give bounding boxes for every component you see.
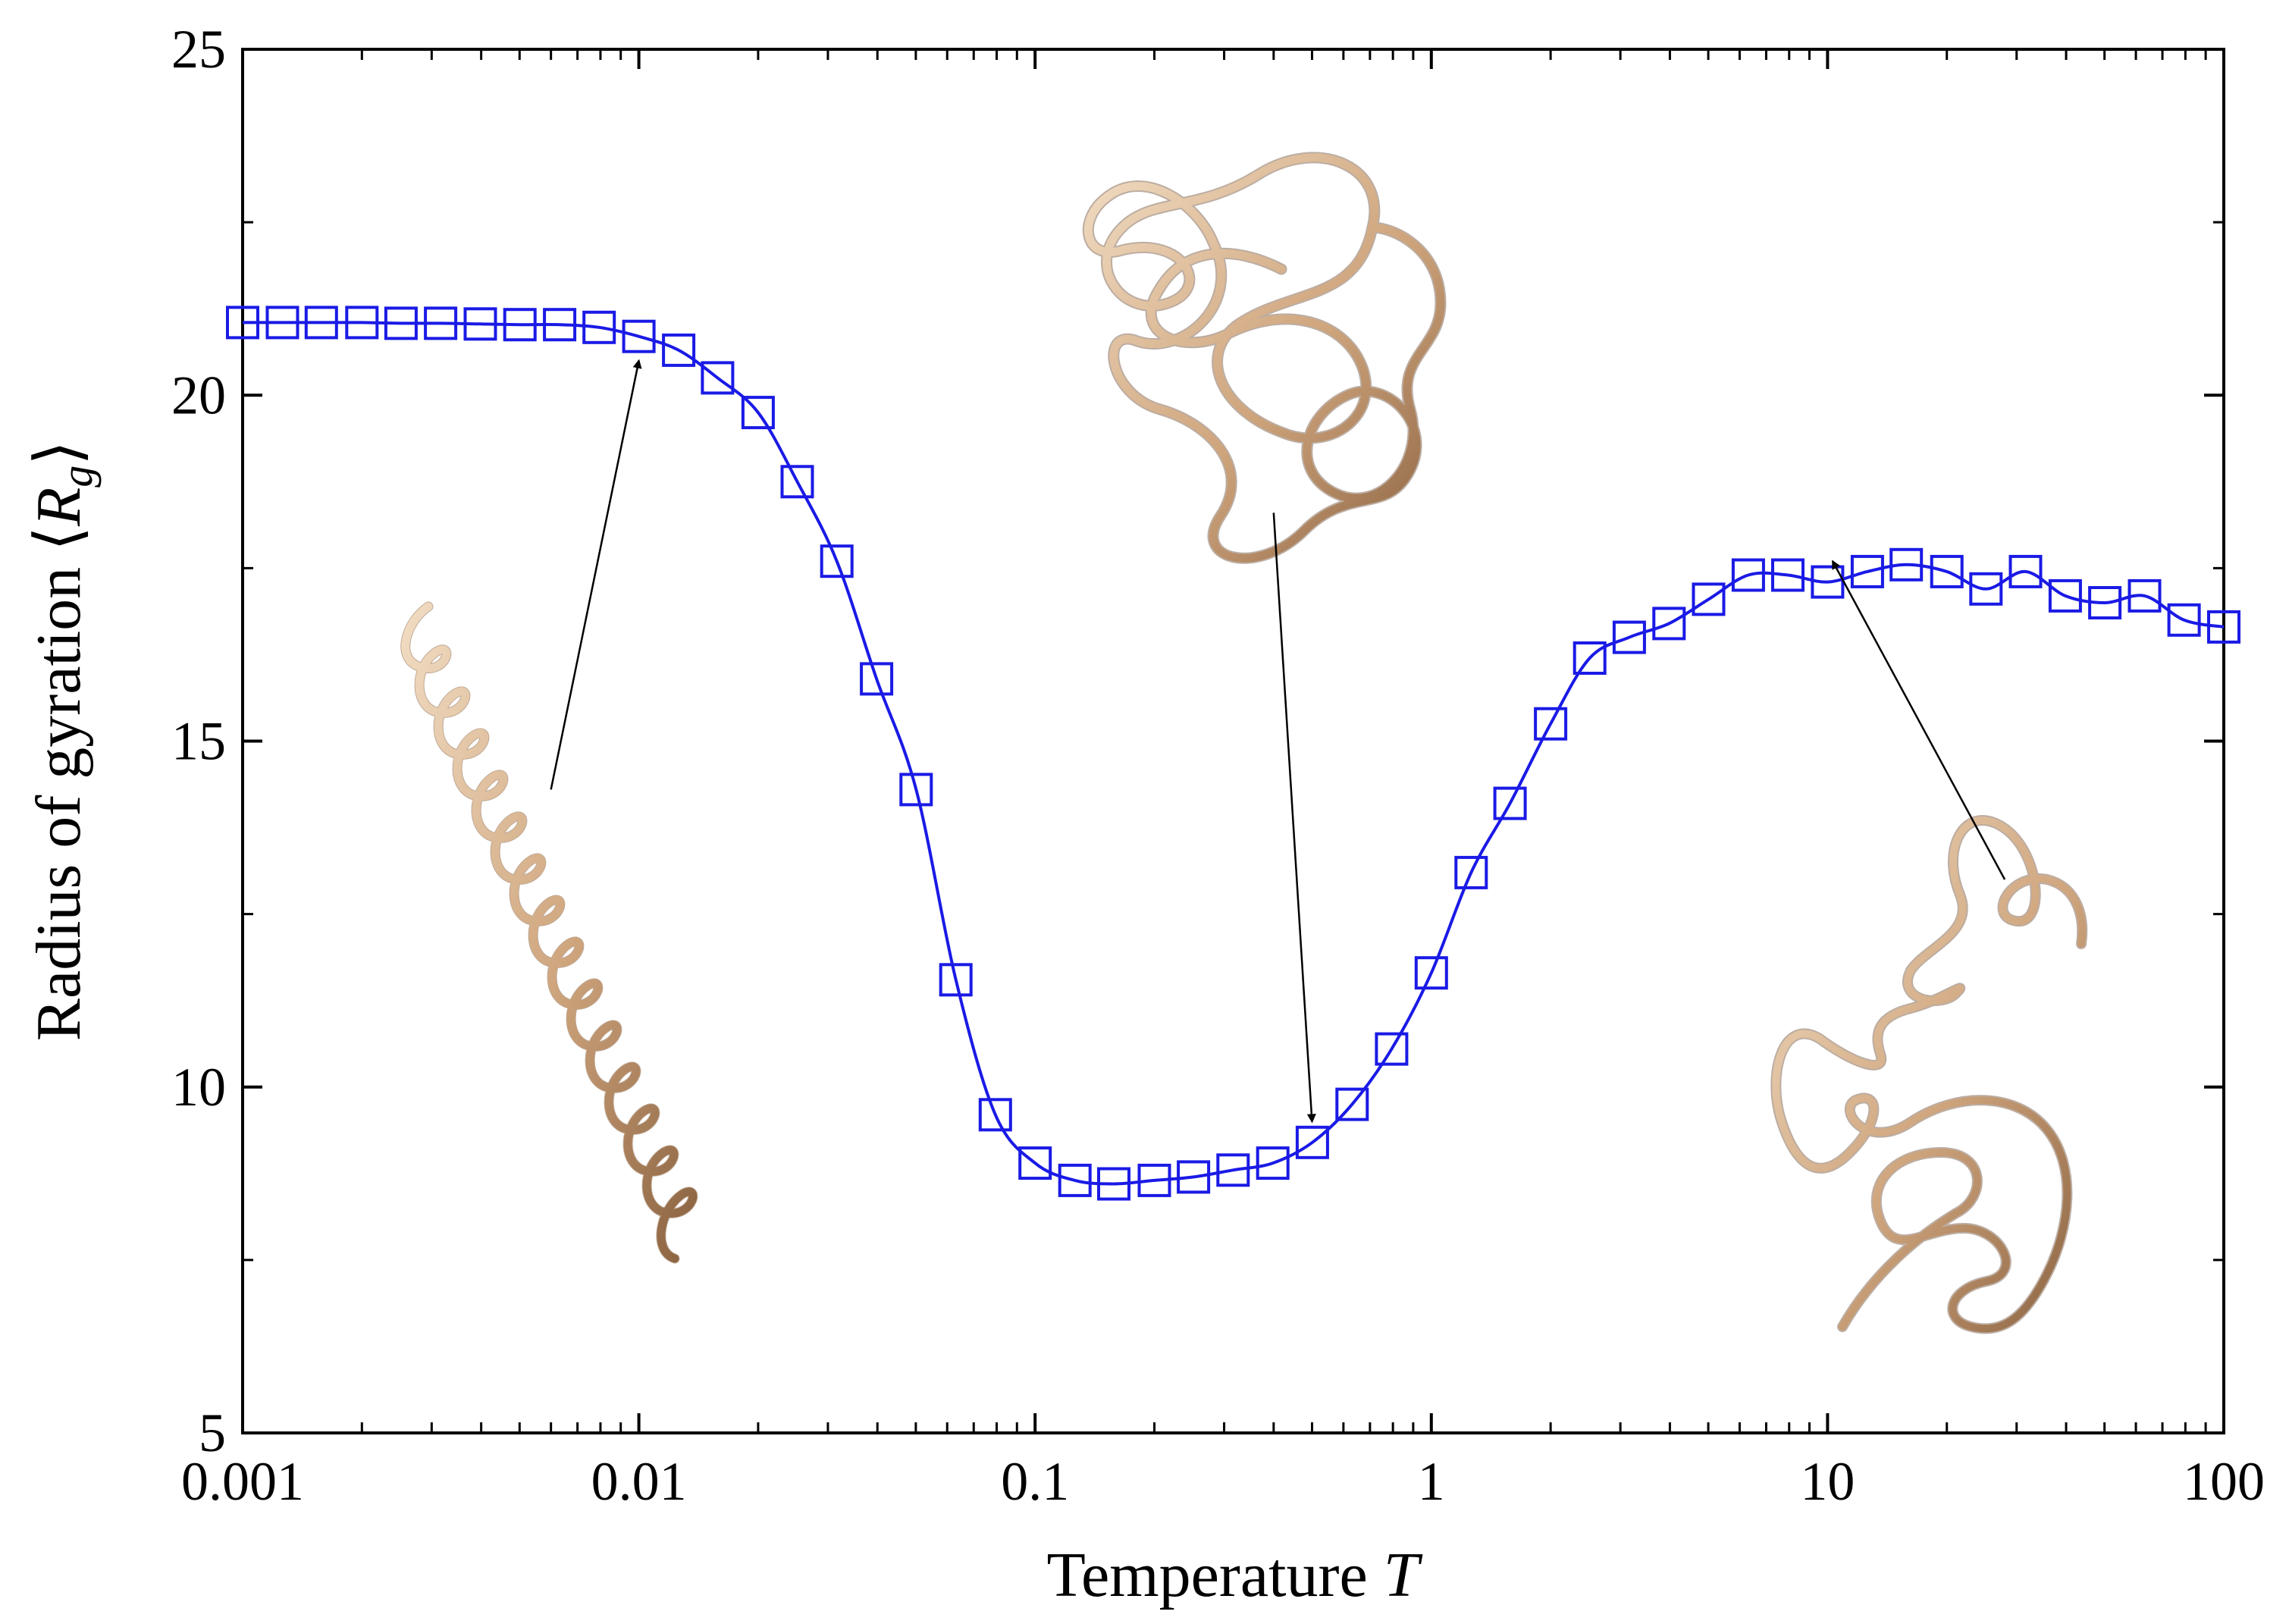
data-point-marker	[1414, 956, 1448, 990]
x-tick-label: 10	[1800, 1451, 1855, 1512]
data-point-marker	[1731, 558, 1765, 592]
helix-tube-front	[401, 602, 698, 1263]
y-tick-label: 20	[171, 365, 226, 425]
annotation-arrow	[1832, 560, 2006, 880]
globule-tube	[1083, 153, 1445, 563]
coil-tube	[1772, 817, 2087, 1333]
data-point-marker	[543, 308, 577, 342]
data-point-marker	[1177, 1160, 1211, 1194]
data-point-marker	[1216, 1153, 1250, 1187]
axis-ticks	[241, 48, 2225, 1434]
data-point-marker	[1889, 547, 1924, 582]
data-point-marker	[899, 773, 933, 807]
data-point-marker	[1930, 554, 1964, 588]
x-axis-label: Temperature T	[1047, 1540, 1423, 1610]
data-point-marker	[939, 963, 973, 997]
helix-conformation	[400, 601, 698, 1264]
data-point-marker	[503, 308, 537, 342]
extended-coil-conformation	[1770, 815, 2088, 1334]
data-point-marker	[2167, 603, 2201, 637]
data-point-marker	[1018, 1146, 1052, 1180]
data-point-marker	[1454, 855, 1488, 889]
compact-globule-conformation	[1082, 152, 1447, 564]
data-point-marker	[662, 333, 696, 367]
data-point-marker	[860, 662, 894, 696]
y-tick-label: 10	[171, 1057, 226, 1118]
data-point-marker	[1375, 1032, 1409, 1066]
data-point-marker	[1295, 1125, 1329, 1159]
data-point-marker	[1612, 620, 1646, 654]
annotation-arrows	[550, 359, 2006, 1124]
data-point-marker	[978, 1098, 1012, 1132]
data-point-marker	[424, 306, 458, 340]
x-tick-label: 0.001	[181, 1451, 304, 1512]
annotation-arrow	[550, 359, 642, 790]
x-tick-label: 0.1	[1001, 1451, 1069, 1512]
data-point-marker	[226, 306, 259, 340]
axis-tick-labels: 0.001 0.01 0.1 1 10 100 5 10 15 20 25	[171, 19, 2265, 1512]
data-point-marker	[463, 307, 497, 341]
data-point-marker	[1573, 641, 1607, 675]
y-tick-label: 5	[199, 1403, 226, 1463]
data-point-marker	[2008, 554, 2043, 588]
data-point-marker	[1811, 565, 1845, 599]
y-tick-label: 25	[171, 19, 226, 80]
data-series	[226, 306, 2240, 1201]
data-point-marker	[820, 544, 854, 578]
data-point-marker	[741, 396, 775, 430]
data-point-marker	[265, 306, 299, 340]
x-tick-label: 0.01	[591, 1451, 687, 1512]
data-point-marker	[2088, 586, 2122, 619]
data-point-marker	[1969, 572, 2003, 606]
data-point-marker	[1534, 707, 1568, 741]
data-point-marker	[1256, 1146, 1290, 1180]
data-point-marker	[1058, 1163, 1092, 1197]
series-line	[243, 321, 2225, 1186]
x-tick-label: 1	[1418, 1451, 1445, 1512]
data-point-marker	[2207, 610, 2240, 644]
data-point-marker	[1493, 786, 1527, 820]
x-tick-label: 100	[2183, 1451, 2265, 1512]
data-point-marker	[780, 465, 814, 499]
data-point-marker	[1097, 1167, 1130, 1201]
data-point-marker	[2128, 578, 2162, 613]
data-point-marker	[1771, 558, 1805, 592]
y-axis-label: Radius of gyration ⟨Rg⟩	[24, 440, 102, 1041]
data-point-marker	[384, 306, 418, 340]
data-point-marker	[1692, 582, 1726, 616]
data-point-marker	[1652, 607, 1686, 641]
data-point-marker	[582, 310, 616, 344]
data-point-marker	[304, 306, 338, 340]
annotation-arrow	[1272, 513, 1316, 1124]
data-point-marker	[701, 361, 735, 395]
data-point-marker	[622, 319, 656, 353]
data-point-marker	[345, 306, 379, 340]
y-tick-label: 15	[171, 711, 226, 772]
data-point-marker	[1850, 554, 1884, 588]
data-point-marker	[1335, 1087, 1369, 1121]
data-point-marker	[2048, 578, 2082, 613]
data-point-marker	[1137, 1163, 1171, 1197]
